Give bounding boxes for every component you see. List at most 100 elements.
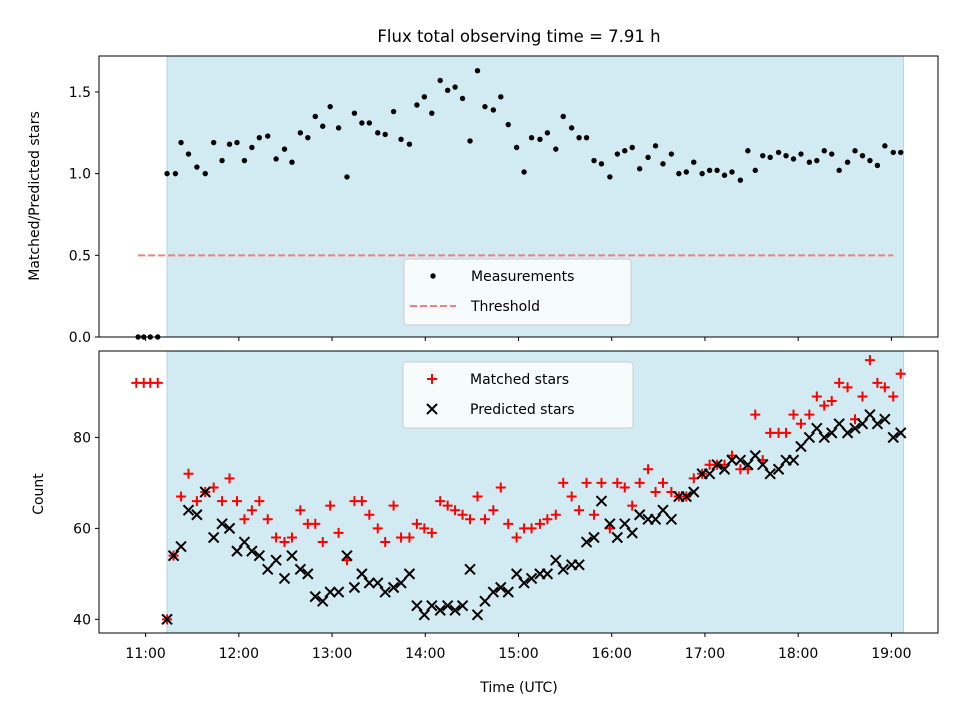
measurement-point	[172, 170, 179, 177]
predicted-star-point	[161, 613, 173, 626]
predicted-star-point	[167, 549, 180, 562]
matched-star-point	[834, 377, 845, 388]
matched-star-point	[183, 468, 194, 479]
y-tick-label-bottom: 80	[73, 430, 91, 446]
measurement-point	[721, 172, 728, 178]
predicted-star-point	[418, 609, 431, 621]
measurement-point	[898, 149, 904, 156]
measurement-point	[289, 159, 295, 165]
measurement-point	[821, 148, 827, 154]
matched-star-point	[457, 509, 468, 520]
matched-star-point	[262, 514, 273, 525]
y-tick-label-top: 0.5	[69, 248, 91, 264]
predicted-star-point	[849, 422, 861, 435]
measurement-point	[752, 167, 758, 174]
predicted-star-point	[749, 449, 761, 462]
matched-star-point	[864, 355, 875, 366]
measurement-point	[256, 134, 263, 141]
predicted-star-point	[541, 568, 554, 580]
x-tick-label: 17:00	[685, 646, 725, 662]
predicted-star-point	[510, 568, 523, 580]
measurement-point	[729, 169, 735, 175]
measurement-point	[234, 139, 240, 146]
predicted-star-point	[191, 509, 203, 521]
predicted-star-point	[518, 577, 530, 589]
predicted-star-point	[182, 504, 195, 516]
matched-star-point	[643, 464, 654, 475]
predicted-star-point	[341, 549, 353, 562]
predicted-star-point	[550, 554, 562, 566]
matched-star-point	[765, 427, 776, 438]
measurement-point	[528, 134, 535, 141]
measurement-point	[335, 125, 342, 131]
matched-star-point	[372, 523, 383, 534]
predicted-star-point	[434, 604, 446, 616]
matched-star-point	[657, 477, 668, 488]
predicted-star-point	[495, 581, 507, 594]
predicted-star-point	[657, 504, 669, 516]
predicted-star-point	[680, 490, 693, 503]
measurement-point	[452, 84, 458, 90]
measurement-point	[783, 152, 789, 159]
measurement-point	[699, 170, 705, 177]
predicted-star-point	[238, 536, 251, 548]
predicted-star-point	[580, 536, 593, 548]
matched-star-point	[224, 473, 235, 484]
measurement-point	[660, 161, 666, 167]
measurement-point	[859, 152, 866, 159]
predicted-star-point	[826, 427, 838, 439]
matched-star-point	[317, 537, 328, 548]
measurement-point	[459, 95, 466, 102]
predicted-star-point	[604, 518, 616, 530]
measurement-point	[814, 157, 820, 164]
predicted-star-point	[611, 531, 624, 544]
predicted-star-point	[502, 586, 514, 598]
measurement-point	[568, 125, 575, 131]
measurement-point	[591, 157, 597, 164]
matched-star-point	[231, 496, 242, 507]
predicted-star-point	[270, 554, 282, 566]
matched-star-point	[472, 491, 483, 502]
measurement-point	[645, 154, 651, 160]
matched-star-point	[333, 527, 344, 538]
predicted-star-point	[688, 486, 700, 498]
matched-star-point	[795, 418, 806, 429]
matched-star-point	[404, 532, 415, 543]
measurement-point	[351, 110, 358, 116]
x-tick-label: 18:00	[778, 646, 818, 662]
predicted-star-point	[199, 486, 211, 498]
predicted-star-point	[231, 545, 243, 557]
predicted-star-point	[426, 600, 438, 612]
measurement-point	[210, 139, 217, 146]
predicted-star-point	[464, 563, 476, 576]
predicted-star-point	[619, 518, 631, 530]
measurement-point	[467, 138, 473, 144]
measurement-point	[375, 130, 381, 136]
predicted-star-point	[356, 568, 368, 580]
predicted-star-point	[175, 540, 187, 553]
matched-star-point	[558, 477, 569, 488]
matched-star-point	[634, 477, 645, 488]
predicted-star-point	[633, 509, 646, 521]
measurement-point	[829, 151, 835, 157]
measurement-point	[537, 136, 543, 143]
measurement-point	[297, 130, 304, 136]
measurement-point	[683, 169, 689, 175]
measurement-point	[429, 110, 435, 116]
measurement-point	[844, 159, 851, 165]
predicted-star-point	[302, 568, 314, 580]
matched-star-point	[380, 537, 391, 548]
predicted-star-point	[711, 459, 723, 471]
predicted-star-point	[871, 418, 884, 430]
measurement-point	[607, 174, 613, 180]
matched-star-point	[879, 382, 890, 393]
measurement-point	[281, 146, 288, 152]
measurement-point	[320, 123, 326, 129]
predicted-star-point	[286, 549, 298, 562]
predicted-star-point	[841, 427, 854, 439]
measurement-point	[544, 130, 551, 136]
measurement-point	[265, 133, 271, 139]
measurement-point	[505, 121, 511, 128]
measurement-point	[798, 151, 804, 157]
predicted-star-point	[332, 586, 345, 598]
